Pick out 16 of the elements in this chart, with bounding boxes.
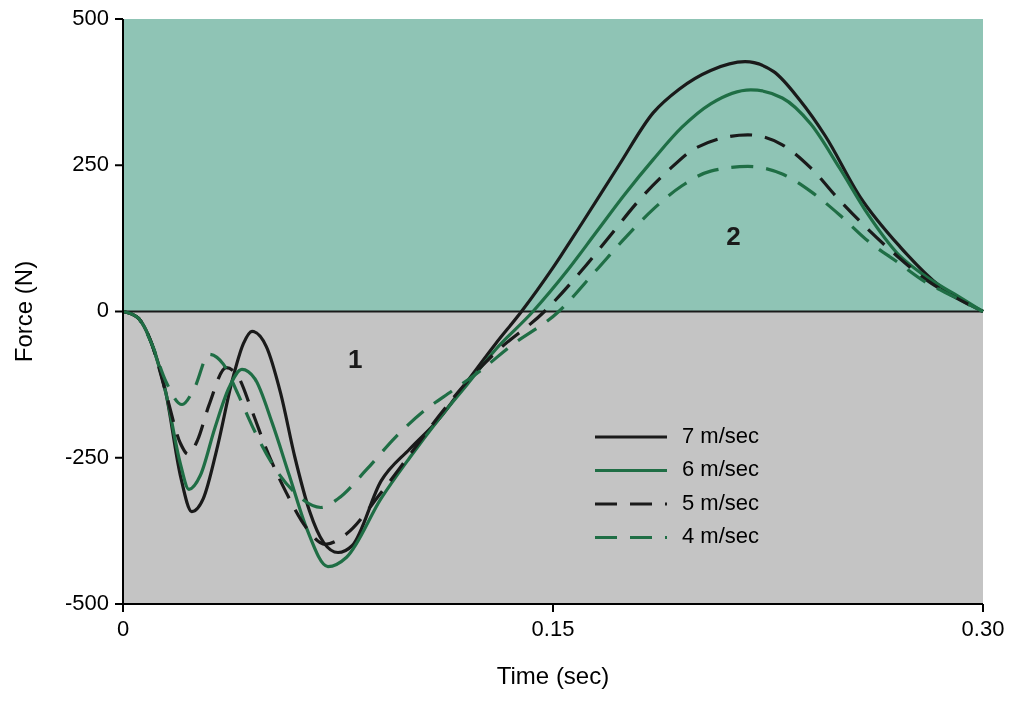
x-axis-title: Time (sec) [496, 662, 610, 689]
y-axis-title: Force (N) [10, 260, 37, 363]
y-tick-label: -250 [64, 443, 109, 469]
x-tick-label: 0.30 [961, 616, 1005, 641]
legend-label: 7 m/sec [682, 422, 760, 448]
band-label: 2 [726, 221, 741, 252]
y-tick-label: 250 [72, 151, 109, 177]
y-tick-label: 0 [96, 297, 109, 323]
x-tick-label: 0 [116, 616, 130, 641]
legend-label: 5 m/sec [682, 489, 760, 515]
legend-label: 6 m/sec [682, 456, 760, 482]
band-label: 1 [347, 344, 363, 375]
legend-label: 4 m/sec [682, 523, 760, 549]
y-tick-label: -500 [64, 589, 109, 615]
x-tick-label: 0.15 [531, 616, 575, 641]
y-tick-label: 500 [72, 4, 109, 30]
